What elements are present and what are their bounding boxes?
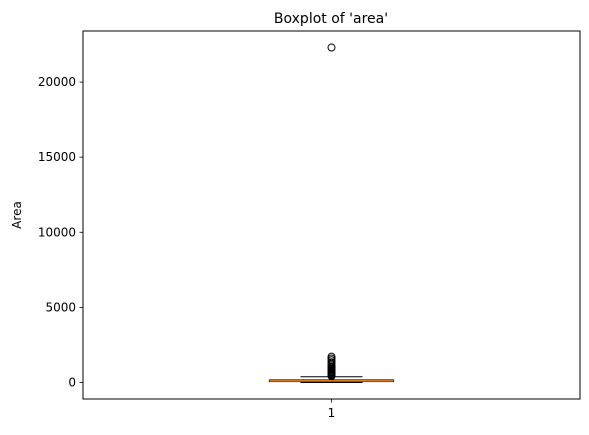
- y-tick-label: 5000: [45, 300, 76, 314]
- box-group: [268, 43, 395, 383]
- outlier-point: [327, 358, 336, 367]
- y-tick-label: 10000: [38, 225, 76, 239]
- y-tick-label: 20000: [38, 75, 76, 89]
- y-axis-label: Area: [10, 201, 24, 229]
- x-axis-ticks: 1: [328, 399, 336, 420]
- y-tick-label: 0: [68, 375, 76, 389]
- x-tick-label: 1: [328, 406, 336, 420]
- y-tick-label: 15000: [38, 150, 76, 164]
- y-axis-ticks: 0 5000 10000 15000 20000: [38, 75, 83, 389]
- plot-frame: [82, 30, 581, 400]
- chart-title: Boxplot of 'area': [274, 11, 388, 27]
- outlier-point: [327, 43, 336, 52]
- outlier-point: [327, 352, 336, 361]
- box: [268, 43, 395, 383]
